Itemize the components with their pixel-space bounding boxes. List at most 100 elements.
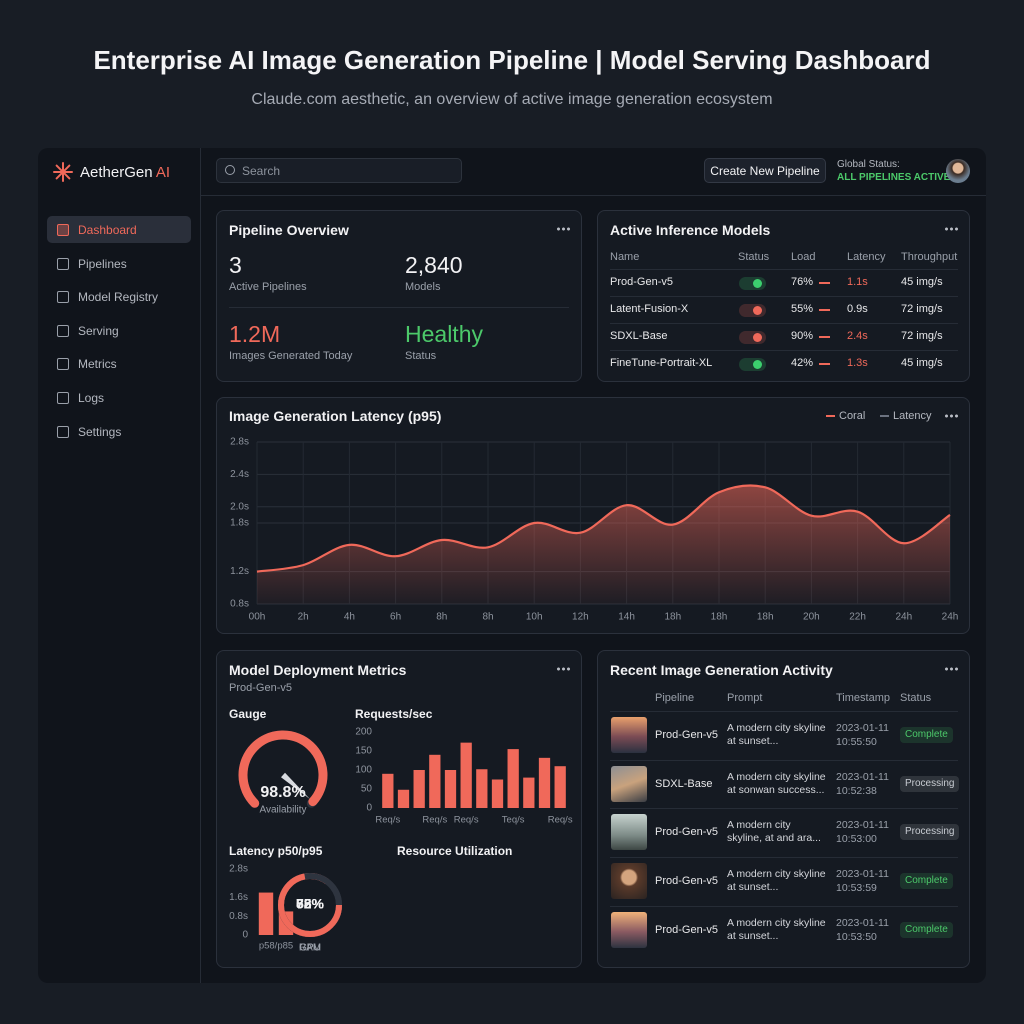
x-tick-label: 8h	[482, 612, 493, 623]
x-tick-label: Req/s	[454, 815, 479, 826]
nav-icon	[57, 224, 69, 236]
area	[257, 485, 950, 604]
bar	[476, 769, 488, 808]
nav-active-bg	[47, 216, 191, 243]
y-tick-label: 150	[355, 746, 372, 757]
load-text: 42%	[791, 357, 814, 369]
y-tick-label: 2.8s	[229, 864, 248, 875]
timestamp-time: 10:53:00	[836, 833, 877, 846]
row-divider	[610, 808, 958, 810]
prompt-text: A modern city skyline at sunset...	[727, 916, 826, 942]
column-header: Name	[610, 251, 640, 263]
menu-dots[interactable]	[944, 227, 958, 231]
thumbnail	[611, 911, 647, 948]
x-tick-label: 6h	[390, 612, 401, 623]
nav-item[interactable]: Logs	[78, 391, 105, 405]
row-divider	[610, 759, 958, 761]
status-badge: Complete	[900, 873, 953, 890]
chart-title: Latency p50/p95	[229, 844, 323, 858]
row-divider	[610, 905, 958, 907]
y-tick-label: 2.8s	[230, 437, 249, 448]
x-tick-label: Req/s	[375, 815, 400, 826]
timestamp-time: 10:53:59	[836, 882, 877, 895]
nav-icon	[57, 358, 69, 371]
row-divider	[610, 350, 958, 351]
ring-category: CPU	[299, 943, 320, 954]
x-tick-label: 8h	[436, 612, 447, 623]
x-tick-label: 4h	[344, 612, 355, 623]
bar	[523, 777, 535, 808]
nav-item[interactable]: Dashboard	[78, 223, 137, 237]
row-divider	[610, 323, 958, 324]
chart: 0.8s 1.2s 1.8s 2.0s 2.4s 2.8s 00h 2h 4h 6h 8h 8h 10h…	[230, 410, 959, 623]
menu-dots[interactable]	[944, 414, 958, 418]
card-title: Model Deployment Metrics	[229, 662, 407, 678]
stat-value: 2,840	[405, 252, 463, 278]
column-header: Timestamp	[836, 692, 890, 704]
x-tick-label: 24h	[942, 612, 959, 623]
y-tick-label: 100	[355, 765, 372, 776]
bar	[507, 749, 519, 808]
ring-value-label: 68%	[296, 896, 325, 912]
nav-item[interactable]: Pipelines	[78, 256, 127, 271]
timestamp-date: 2023-01-11	[836, 722, 889, 734]
gauge-value: 98.8%	[260, 784, 305, 801]
column-header: Status	[900, 692, 932, 704]
model-name: FineTune-Portrait-XL	[610, 357, 713, 369]
bar	[460, 742, 472, 808]
latency-text: 0.9s	[847, 303, 868, 315]
timestamp-date: 2023-01-11	[836, 819, 889, 832]
y-tick-label: 1.2s	[230, 566, 249, 577]
bar	[491, 779, 504, 808]
x-tick-label: 18h	[711, 612, 728, 623]
menu-dots[interactable]	[944, 667, 958, 671]
load-indicator	[819, 309, 830, 311]
x-tick-label: 18h	[757, 612, 774, 623]
nav-icon	[57, 425, 69, 438]
gauge-label: Availability	[259, 805, 306, 816]
bar	[444, 770, 457, 808]
avatar[interactable]	[946, 159, 970, 183]
nav-item[interactable]: Serving	[78, 323, 119, 338]
row-divider	[610, 711, 958, 712]
x-tick-label: Req/s	[548, 815, 573, 826]
chart: 0 0.8s 1.6s 2.8s p58/p85	[229, 864, 294, 952]
menu-dots[interactable]	[556, 227, 570, 231]
prompt-text: A modern city skyline at sonwan success.…	[727, 770, 826, 796]
model-name: Prod-Gen-v5	[610, 276, 673, 288]
nav-item[interactable]: Settings	[78, 424, 122, 439]
stat-value: 1.2M	[229, 321, 281, 347]
nav-icon	[57, 291, 69, 304]
column-header: Pipeline	[655, 692, 695, 704]
thumbnail	[611, 717, 647, 753]
bar	[382, 773, 394, 808]
stat-value: Healthy	[405, 321, 483, 347]
line	[256, 484, 951, 573]
deployment-card	[216, 650, 582, 968]
card-subtitle: Prod-Gen-v5	[229, 682, 292, 694]
status-badge: Complete	[900, 921, 953, 938]
search-placeholder[interactable]: Search	[242, 164, 281, 178]
stat-label: Active Pipelines	[229, 281, 307, 293]
nav-item[interactable]: Metrics	[78, 357, 117, 372]
search-box[interactable]	[216, 158, 462, 183]
card-title: Pipeline Overview	[229, 222, 349, 238]
stat-label: Models	[405, 281, 441, 293]
load-text: 55%	[791, 303, 814, 315]
create-pipeline-button[interactable]: Create New Pipeline	[704, 158, 826, 183]
x-tick-label: 20h	[803, 612, 820, 623]
y-tick-label: 0.8s	[230, 599, 249, 610]
load-indicator	[819, 282, 830, 284]
load-indicator	[819, 336, 830, 338]
stat-value: 3	[229, 252, 242, 278]
load-indicator	[819, 363, 830, 365]
menu-dots[interactable]	[556, 667, 570, 671]
nav-icon	[57, 324, 69, 337]
load-text: 90%	[791, 330, 814, 342]
nav-item[interactable]: Model Registry	[78, 290, 159, 305]
timestamp-time: 10:52:38	[836, 784, 877, 797]
y-tick-label: 0	[366, 803, 372, 814]
prompt-text: A modern city skyline, at and ara...	[727, 819, 821, 845]
latency-text: 2.4s	[847, 330, 868, 342]
